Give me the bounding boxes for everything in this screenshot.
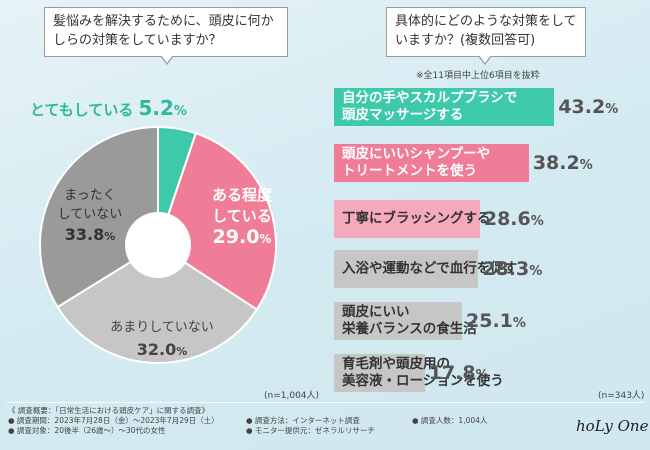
pie-label-rarely: あまりしていない 32.0% [92, 316, 232, 359]
pie-label-some: ある程度 している 29.0% [196, 184, 288, 248]
bar-fill [334, 88, 555, 126]
footer-target: ● 調査対象：20後半（26歳～）～30代の女性 [8, 426, 166, 435]
pie-value-rarely: 32.0 [136, 340, 177, 359]
pie-slice-never [39, 125, 159, 309]
footer-divider [6, 402, 644, 403]
pie-value-very: 5.2 [138, 96, 174, 120]
footer-overview: 《 調査概要：「日常生活における頭皮ケア」に関する調査》 [8, 406, 210, 415]
bar-value-label: 17.8% [429, 362, 489, 384]
bar-category-line: 頭皮にいいシャンプーや [342, 146, 491, 162]
bar-fill [334, 250, 479, 288]
bar-row: 頭皮にいい 栄養バランスの食生活 25.1% [334, 302, 644, 340]
bar-fill [334, 354, 425, 392]
pie-slice-rarely [56, 243, 259, 364]
bar-value-unit: % [579, 158, 593, 173]
bar-value-number: 28.3 [482, 258, 530, 280]
bar-value-number: 17.8 [428, 362, 476, 384]
pie-value-never: 33.8 [64, 225, 105, 244]
bar-row: 自分の手やスカルプブラシで 頭皮マッサージする 43.2% [334, 88, 644, 126]
bar-value-number: 43.2 [558, 96, 606, 118]
bar-question-text: 具体的にどのような対策をしていますか？(複数回答可) [395, 14, 577, 48]
pie-label-very: とてもしている 5.2% [30, 96, 187, 120]
pie-label-some-line1: ある程度 [211, 186, 272, 204]
bar-row: 丁寧にブラッシングする 28.6% [334, 200, 644, 238]
bar-category-label: 頭皮にいいシャンプーや トリートメントを使う [342, 146, 490, 180]
bar-value-number: 25.1 [466, 310, 513, 332]
bar-row: 育毛剤や頭皮用の 美容液・ローションを使う 17.8% [334, 354, 644, 392]
footer-middle: ● 調査方法：インターネット調査 ● モニター提供元：ゼネラルリサーチ [246, 416, 375, 436]
bar-value-label: 28.3% [482, 258, 542, 280]
bar-value-label: 25.1% [466, 310, 526, 332]
pie-value-some: 29.0 [212, 226, 260, 248]
pie-label-rarely-text: あまりしていない [110, 320, 214, 335]
bar-category-label: 丁寧にブラッシングする [342, 211, 491, 228]
brand-logo: hoLy One [576, 417, 649, 435]
bar-category-line: 育毛剤や頭皮用の [342, 356, 450, 372]
bar-value-unit: % [529, 264, 543, 279]
bar-value-unit: % [530, 214, 544, 229]
bar-category-label: 入浴や運動などで血行を促す [342, 261, 517, 278]
pie-n-label: (n=1,004人) [264, 391, 320, 401]
bar-value-label: 43.2% [558, 96, 618, 118]
bar-category-line: 頭皮マッサージする [342, 107, 464, 123]
bar-fill [334, 144, 529, 182]
footer-method: ● 調査方法：インターネット調査 [246, 416, 360, 425]
pie-unit-some: % [259, 232, 272, 246]
bar-category-label: 自分の手やスカルプブラシで 頭皮マッサージする [342, 90, 517, 124]
pie-unit-very: % [173, 104, 187, 119]
pie-label-never-line2: していない [57, 207, 123, 222]
footer-provider: ● モニター提供元：ゼネラルリサーチ [246, 426, 375, 435]
bar-row: 入浴や運動などで血行を促す 28.3% [334, 250, 644, 288]
pie-center-hole [125, 212, 191, 278]
pie-label-very-text: とてもしている [30, 101, 134, 119]
pie-question-text: 髪悩みを解決するために、頭皮に何かしらの対策をしていますか？ [53, 14, 274, 48]
bar-category-line: 栄養バランスの食生活 [342, 321, 477, 337]
pie-slice-some [156, 131, 277, 311]
bar-value-number: 38.2 [532, 152, 580, 174]
bar-value-unit: % [605, 102, 619, 117]
bar-value-label: 28.6% [484, 208, 544, 230]
pie-label-never-line1: まったく [64, 188, 116, 203]
footer-left: 《 調査概要：「日常生活における頭皮ケア」に関する調査》 ● 調査期間：2023… [8, 406, 219, 436]
bar-question-tail [478, 55, 492, 65]
bar-category-label: 育毛剤や頭皮用の 美容液・ローションを使う [342, 356, 504, 390]
pie-question-box: 髪悩みを解決するために、頭皮に何かしらの対策をしていますか？ [44, 7, 288, 57]
bar-note: ※全11項目中上位6項目を抜粋 [416, 71, 540, 81]
bar-category-line: 頭皮にいい [342, 304, 410, 320]
footer-right: ● 調査人数：1,004人 [412, 416, 487, 426]
pie-label-some-line2: している [212, 207, 272, 225]
footer-period: ● 調査期間：2023年7月28日（金）～2023年7月29日（土） [8, 416, 219, 425]
pie-unit-never: % [104, 230, 116, 243]
bar-n-label: (n=343人) [598, 391, 645, 401]
pie-question-tail [160, 55, 174, 65]
footer-count: ● 調査人数：1,004人 [412, 416, 488, 425]
bar-category-line: 美容液・ローションを使う [342, 373, 504, 389]
pie-label-never: まったく していない 33.8% [50, 184, 130, 244]
bar-fill [334, 302, 462, 340]
bar-category-line: 自分の手やスカルプブラシで [342, 90, 518, 106]
bar-value-label: 38.2% [533, 152, 593, 174]
bar-value-number: 28.6 [483, 208, 531, 230]
bar-category-line: 丁寧にブラッシングする [342, 210, 491, 227]
bar-category-label: 頭皮にいい 栄養バランスの食生活 [342, 304, 477, 338]
bar-category-line: 入浴や運動などで血行を促す [342, 260, 518, 277]
bar-row: 頭皮にいいシャンプーや トリートメントを使う 38.2% [334, 144, 644, 182]
pie-unit-rarely: % [176, 345, 188, 358]
bar-value-unit: % [475, 368, 489, 383]
bar-fill [334, 200, 480, 238]
bar-question-box: 具体的にどのような対策をしていますか？(複数回答可) [386, 7, 586, 57]
bar-category-line: トリートメントを使う [342, 163, 477, 179]
bar-value-unit: % [512, 316, 526, 331]
